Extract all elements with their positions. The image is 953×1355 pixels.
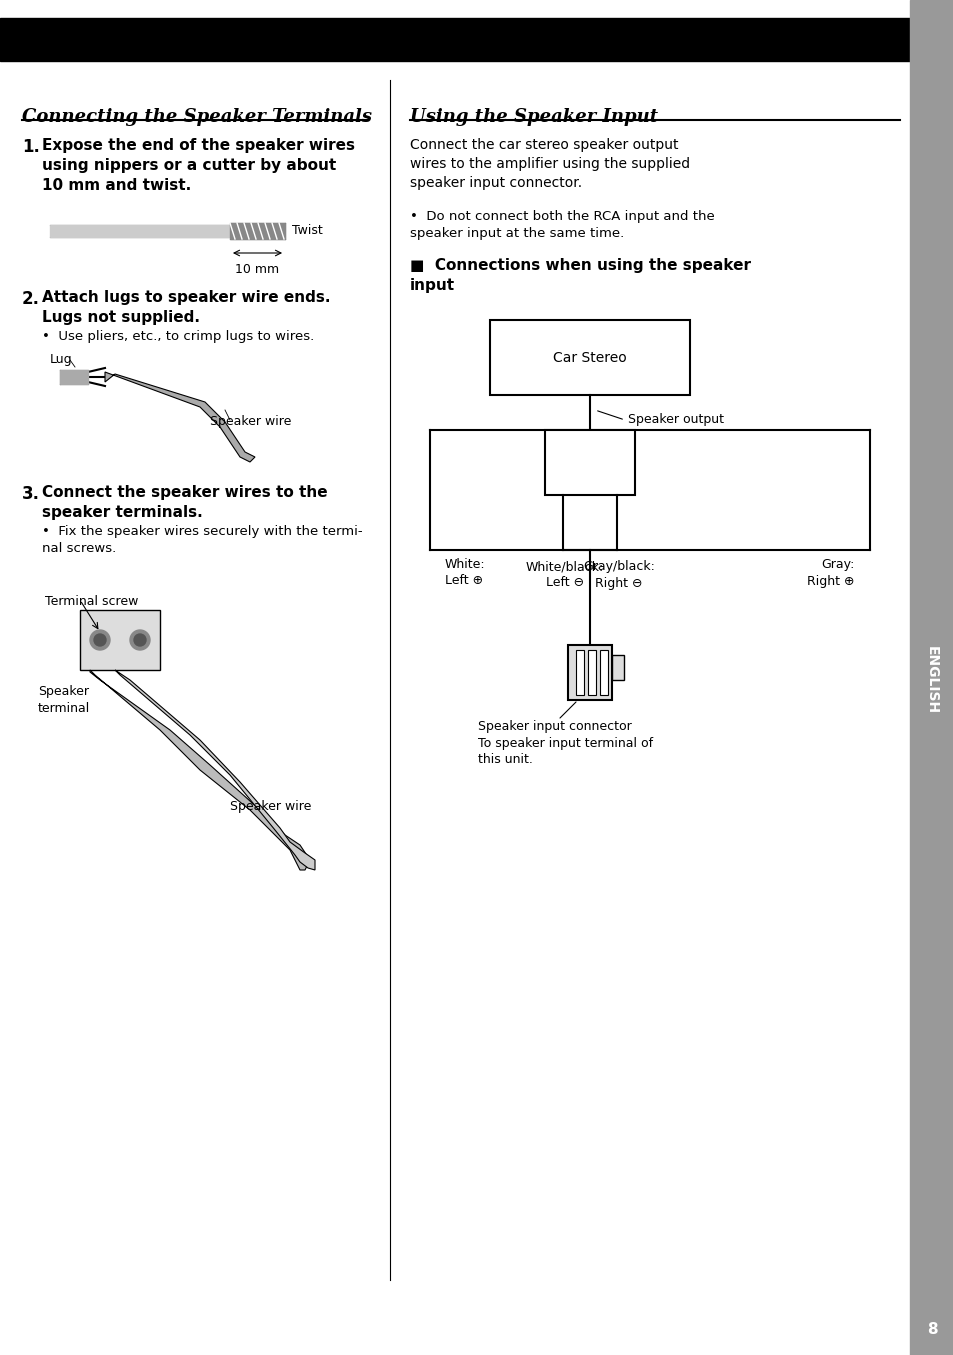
- Text: Connect the car stereo speaker output
wires to the amplifier using the supplied
: Connect the car stereo speaker output wi…: [410, 138, 689, 190]
- Bar: [576, 650, 583, 695]
- Bar: [599, 650, 607, 695]
- Circle shape: [130, 630, 150, 650]
- Polygon shape: [115, 669, 314, 870]
- Bar: [80, 610, 160, 669]
- Bar: [567, 645, 612, 701]
- Text: 2.: 2.: [22, 290, 40, 308]
- Text: ■  Connections when using the speaker
input: ■ Connections when using the speaker inp…: [410, 257, 750, 294]
- Text: •  Use pliers, etc., to crimp lugs to wires.: • Use pliers, etc., to crimp lugs to wir…: [42, 331, 314, 343]
- Bar: [544, 430, 635, 495]
- Text: •  Fix the speaker wires securely with the termi-
nal screws.: • Fix the speaker wires securely with th…: [42, 524, 362, 556]
- Text: Connecting the Speaker Terminals: Connecting the Speaker Terminals: [22, 108, 372, 126]
- Circle shape: [133, 634, 146, 646]
- Text: Using the Speaker Input: Using the Speaker Input: [410, 108, 658, 126]
- Bar: [612, 654, 623, 680]
- Text: Gray/black:
Right ⊖: Gray/black: Right ⊖: [582, 560, 655, 589]
- Polygon shape: [90, 669, 310, 870]
- Text: Twist: Twist: [292, 225, 322, 237]
- Polygon shape: [105, 373, 254, 462]
- Text: Lug: Lug: [50, 354, 72, 366]
- Text: Attach lugs to speaker wire ends.
Lugs not supplied.: Attach lugs to speaker wire ends. Lugs n…: [42, 290, 330, 325]
- Text: Speaker wire: Speaker wire: [230, 799, 311, 813]
- Text: Gray:
Right ⊕: Gray: Right ⊕: [806, 558, 854, 588]
- Circle shape: [94, 634, 106, 646]
- Text: Connect the speaker wires to the
speaker terminals.: Connect the speaker wires to the speaker…: [42, 485, 327, 520]
- Text: Speaker
terminal: Speaker terminal: [38, 686, 91, 715]
- Text: Expose the end of the speaker wires
using nippers or a cutter by about
10 mm and: Expose the end of the speaker wires usin…: [42, 138, 355, 192]
- Bar: [490, 320, 689, 396]
- Text: 3.: 3.: [22, 485, 40, 503]
- Text: Car Stereo: Car Stereo: [553, 351, 626, 364]
- Text: Terminal screw: Terminal screw: [45, 595, 138, 608]
- Bar: [60, 370, 88, 383]
- Bar: [909, 0, 953, 1355]
- Text: ENGLISH: ENGLISH: [924, 646, 938, 714]
- Text: 10 mm: 10 mm: [234, 263, 279, 276]
- Bar: [230, 224, 285, 238]
- Text: •  Do not connect both the RCA input and the
speaker input at the same time.: • Do not connect both the RCA input and …: [410, 210, 714, 240]
- Text: 1.: 1.: [22, 138, 40, 156]
- Text: Speaker output: Speaker output: [627, 413, 723, 427]
- Bar: [587, 650, 596, 695]
- Text: White/black:
Left ⊖: White/black: Left ⊖: [525, 560, 603, 589]
- Text: Speaker wire: Speaker wire: [210, 415, 291, 428]
- Text: Speaker input connector
To speaker input terminal of
this unit.: Speaker input connector To speaker input…: [477, 720, 653, 766]
- Bar: [0, 18, 909, 61]
- Circle shape: [90, 630, 110, 650]
- Text: White:
Left ⊕: White: Left ⊕: [444, 558, 485, 588]
- Text: 8: 8: [925, 1322, 937, 1337]
- Bar: [50, 225, 230, 237]
